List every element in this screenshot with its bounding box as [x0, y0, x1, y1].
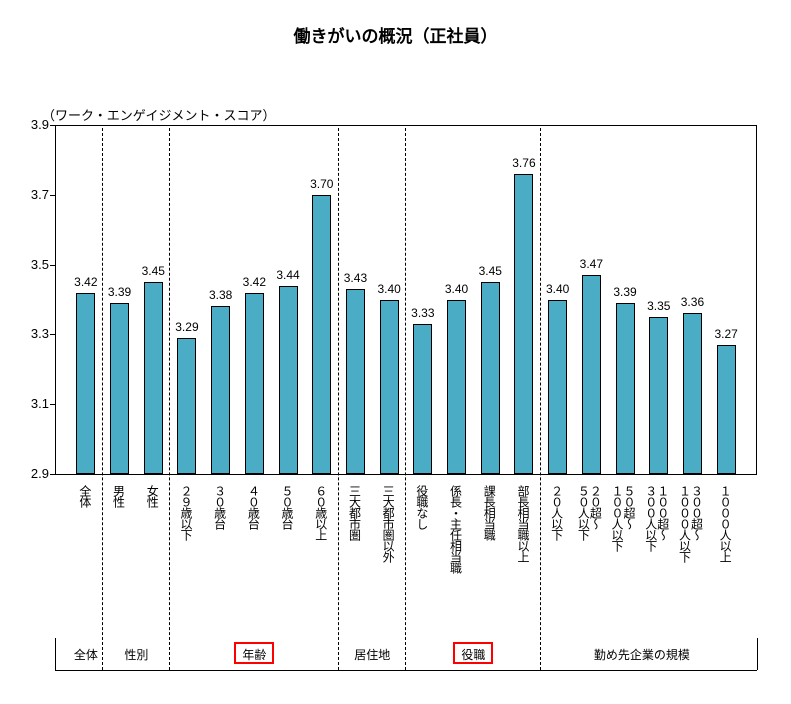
group-underline: [55, 670, 757, 671]
bar: [312, 195, 331, 474]
bar-value-label: 3.39: [613, 285, 636, 299]
group-label: 勤め先企業の規模: [594, 646, 690, 663]
y-tick-label: 2.9: [21, 466, 49, 481]
bar: [548, 300, 567, 475]
y-tick: [50, 195, 55, 196]
chart-title: 働きがいの概況（正社員）: [0, 22, 791, 47]
group-label: 居住地: [354, 646, 390, 663]
x-category-label: ２９歳以下: [180, 485, 192, 540]
x-category-label: 部長相当職以上: [517, 485, 529, 562]
y-tick: [50, 334, 55, 335]
x-category-label: 三大都市圏: [348, 485, 360, 540]
bar-value-label: 3.40: [546, 282, 569, 296]
y-tick: [50, 404, 55, 405]
bar: [514, 174, 533, 474]
bar: [616, 303, 635, 474]
x-category-label: 全体: [79, 485, 91, 507]
bar-value-label: 3.38: [209, 288, 232, 302]
group-divider: [102, 128, 103, 670]
bar: [582, 275, 601, 474]
bar-value-label: 3.39: [108, 285, 131, 299]
bar-value-label: 3.43: [344, 271, 367, 285]
bar-value-label: 3.45: [479, 264, 502, 278]
x-category-label: ６０歳以上: [315, 485, 327, 540]
bar-value-label: 3.70: [310, 177, 333, 191]
group-divider: [169, 128, 170, 670]
x-category-label: ２０人以下: [551, 485, 563, 540]
group-divider: [338, 128, 339, 670]
y-tick: [50, 265, 55, 266]
bar: [245, 293, 264, 474]
group-label: 役職: [461, 646, 485, 663]
bar: [346, 289, 365, 474]
x-category-label: 三大都市圏以外: [382, 485, 394, 562]
x-category-label: 女性: [146, 485, 158, 507]
group-divider: [540, 128, 541, 670]
y-tick-label: 3.9: [21, 117, 49, 132]
bar-value-label: 3.76: [512, 156, 535, 170]
y-tick-label: 3.3: [21, 326, 49, 341]
x-category-label: 係長・主任相当職: [450, 485, 462, 573]
group-underline-cap: [55, 638, 56, 670]
bar: [177, 338, 196, 474]
x-category-label: 役職なし: [416, 485, 428, 529]
bar: [683, 313, 702, 474]
y-tick: [50, 125, 55, 126]
bar: [649, 317, 668, 474]
y-tick-label: 3.1: [21, 396, 49, 411]
x-category-label: ４０歳台: [247, 485, 259, 529]
chart-subtitle: （ワーク・エンゲイジメント・スコア）: [42, 105, 275, 124]
bar: [481, 282, 500, 474]
bar-value-label: 3.40: [445, 282, 468, 296]
group-underline-cap: [757, 638, 758, 670]
group-label: 全体: [74, 646, 98, 663]
bar-value-label: 3.42: [74, 275, 97, 289]
bar: [110, 303, 129, 474]
bar: [279, 286, 298, 474]
group-divider: [405, 128, 406, 670]
group-label: 性別: [124, 646, 148, 663]
x-category-label: １０００人以下３００超～: [678, 485, 791, 562]
bar: [447, 300, 466, 475]
bar-value-label: 3.47: [580, 257, 603, 271]
bar: [380, 300, 399, 475]
bar: [717, 345, 736, 474]
x-category-label: １０００人以上: [719, 485, 731, 562]
bar: [211, 306, 230, 474]
y-tick-label: 3.5: [21, 257, 49, 272]
x-category-label: ３０歳台: [214, 485, 226, 529]
bar-value-label: 3.45: [142, 264, 165, 278]
bar-value-label: 3.29: [175, 320, 198, 334]
bar-value-label: 3.40: [377, 282, 400, 296]
x-category-label: 男性: [113, 485, 125, 507]
bar: [144, 282, 163, 474]
bar-value-label: 3.27: [714, 327, 737, 341]
bar-value-label: 3.36: [681, 295, 704, 309]
baseline: [55, 474, 757, 475]
group-label: 年齢: [242, 646, 266, 663]
bar-value-label: 3.35: [647, 299, 670, 313]
y-tick-label: 3.7: [21, 187, 49, 202]
bar: [413, 324, 432, 474]
bar-value-label: 3.44: [276, 268, 299, 282]
bar: [76, 293, 95, 474]
x-category-label: ５０歳台: [281, 485, 293, 529]
bar-value-label: 3.33: [411, 306, 434, 320]
x-category-label: 課長相当職: [483, 485, 495, 540]
bar-value-label: 3.42: [243, 275, 266, 289]
